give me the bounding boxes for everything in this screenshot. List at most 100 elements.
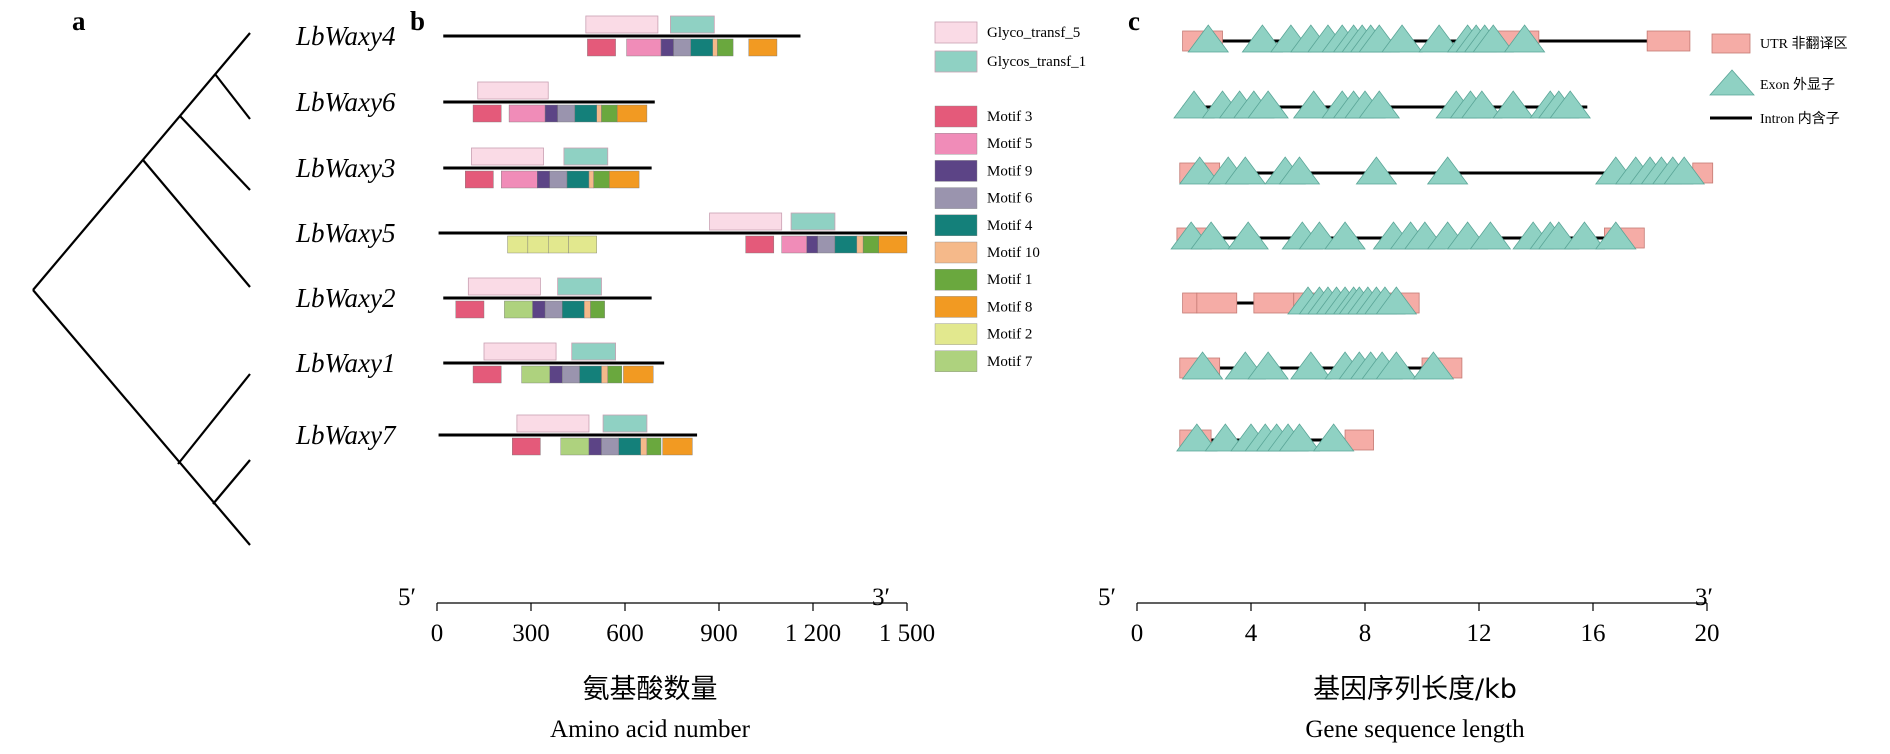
exon-triangle — [1538, 221, 1580, 250]
exon-triangle — [1418, 24, 1460, 53]
motif-motif-5 — [508, 104, 546, 123]
motif-motif-8 — [609, 170, 640, 189]
axis-label-c-en: Gene sequence length — [1305, 716, 1525, 743]
legend-label-motif-4: Motif 4 — [987, 218, 1033, 234]
motif-motif-10 — [588, 170, 594, 189]
legend-label-motif-5: Motif 5 — [987, 136, 1032, 152]
tick-label: 600 — [606, 620, 644, 647]
axis-label-b-cn: 氨基酸数量 — [583, 674, 718, 705]
legend-swatch-motif-3 — [934, 105, 978, 128]
motif-motif-9 — [532, 300, 546, 319]
legend-swatch-motif-10 — [934, 241, 978, 264]
legend-swatch-motif-9 — [934, 160, 978, 182]
protein-row-lbwaxy5 — [438, 212, 908, 254]
gene-label-lbwaxy7: LbWaxy7 — [295, 420, 397, 450]
legend-label-utr: UTR 非翻译区 — [1760, 36, 1848, 52]
motif-motif-10 — [596, 104, 602, 123]
motif-motif-6 — [601, 437, 619, 456]
gene-label-lbwaxy2: LbWaxy2 — [295, 283, 396, 313]
domain-glycos-transf-1 — [563, 147, 609, 166]
tick-label: 4 — [1245, 620, 1258, 647]
motif-motif-1 — [593, 170, 610, 189]
legend-swatch-motif-7 — [934, 350, 978, 372]
gene-label-lbwaxy1: LbWaxy1 — [295, 348, 396, 378]
domain-glyco-transf-5 — [477, 81, 549, 100]
legend-swatch-motif-8 — [934, 296, 978, 318]
phylogenetic-tree — [32, 32, 251, 546]
gene-row-lbwaxy3 — [1178, 156, 1714, 185]
motif-motif-10 — [856, 235, 864, 254]
tree-branch — [177, 373, 251, 465]
exon-triangle — [1563, 221, 1606, 250]
legend-label-intron: Intron 内含子 — [1760, 111, 1840, 127]
gene-row-lbwaxy4 — [1182, 24, 1691, 53]
domain-glyco-transf-5 — [483, 342, 557, 361]
motif-motif-5 — [626, 38, 662, 57]
protein-row-lbwaxy7 — [438, 414, 698, 456]
motif-motif-10 — [640, 437, 648, 456]
gene-length-axis: 0 4 8 12 16 20 — [1131, 602, 1720, 647]
tree-branch — [212, 459, 251, 505]
legend-swatch-motif-1 — [934, 269, 978, 291]
legend-label-motif-2: Motif 2 — [987, 327, 1032, 343]
domain-glycos-transf-1 — [557, 277, 602, 296]
exon-triangle — [1492, 90, 1534, 119]
motif-motif-9 — [544, 104, 558, 123]
exon-triangle — [1595, 221, 1637, 250]
exon-triangle — [1178, 156, 1221, 185]
legend-label-motif-8: Motif 8 — [987, 299, 1032, 315]
tree-branch — [32, 289, 251, 546]
motif-motif-2 — [568, 235, 597, 254]
motif-motif-4 — [574, 104, 597, 123]
motif-motif-2 — [527, 235, 549, 254]
gene-label-lbwaxy5: LbWaxy5 — [295, 218, 396, 248]
exon-triangle — [1503, 24, 1546, 53]
motif-motif-4 — [566, 170, 590, 189]
tick-label: 12 — [1467, 620, 1492, 647]
motif-motif-8 — [748, 38, 778, 57]
legend-swatch-glycos-transf-1 — [934, 50, 978, 73]
motif-motif-5 — [781, 235, 807, 254]
protein-row-lbwaxy6 — [443, 81, 655, 123]
exon-triangle — [1472, 24, 1515, 53]
motif-motif-4 — [834, 235, 858, 254]
motif-motif-3 — [587, 38, 616, 57]
motif-motif-1 — [646, 437, 662, 456]
motif-motif-7 — [521, 365, 550, 384]
gene-row-lbwaxy5 — [1170, 221, 1645, 250]
exon-triangle — [1176, 423, 1218, 452]
exon-triangle — [1292, 90, 1335, 119]
exon-triangle — [1358, 90, 1401, 119]
legend-label-exon: Exon 外显子 — [1760, 77, 1835, 93]
motif-motif-3 — [745, 235, 775, 254]
legend-label-motif-3: Motif 3 — [987, 109, 1032, 125]
domain-glyco-transf-5 — [471, 147, 544, 166]
three-prime-label-c: 3′ — [1695, 584, 1713, 611]
exon-triangle — [1375, 286, 1418, 315]
legend-label-glycos-transf-1: Glycos_transf_1 — [987, 54, 1086, 70]
motif-motif-1 — [601, 104, 618, 123]
amino-acid-axis: 0 300 600 900 1 200 1 500 — [431, 602, 935, 647]
motif-motif-9 — [588, 437, 602, 456]
legend-swatch-motif-2 — [934, 323, 978, 345]
exon-triangle — [1549, 90, 1591, 119]
tick-label: 20 — [1695, 620, 1720, 647]
gene-label-lbwaxy4: LbWaxy4 — [295, 21, 396, 51]
motif-motif-3 — [465, 170, 494, 189]
panel-c-letter: c — [1128, 6, 1140, 36]
protein-row-lbwaxy1 — [443, 342, 665, 384]
exon-triangle — [1190, 221, 1232, 250]
legend-swatch-glyco-transf-5 — [934, 21, 978, 44]
motif-motif-1 — [862, 235, 880, 254]
motif-motif-10 — [584, 300, 591, 319]
exon-triangle — [1247, 90, 1289, 119]
tick-label: 0 — [431, 620, 444, 647]
motif-motif-7 — [504, 300, 533, 319]
gene-structure-panel — [1170, 24, 1714, 452]
motif-motif-9 — [537, 170, 550, 189]
protein-row-lbwaxy4 — [443, 15, 801, 57]
exon-triangle — [1412, 351, 1455, 380]
motif-diagram-panel — [438, 15, 908, 456]
protein-row-lbwaxy2 — [443, 277, 652, 319]
